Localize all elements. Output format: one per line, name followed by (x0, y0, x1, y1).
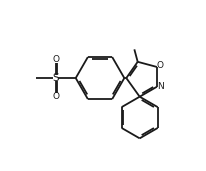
Text: N: N (157, 82, 164, 91)
Text: O: O (157, 61, 164, 70)
Text: S: S (53, 73, 59, 83)
Text: O: O (52, 92, 59, 101)
Text: O: O (52, 55, 59, 64)
